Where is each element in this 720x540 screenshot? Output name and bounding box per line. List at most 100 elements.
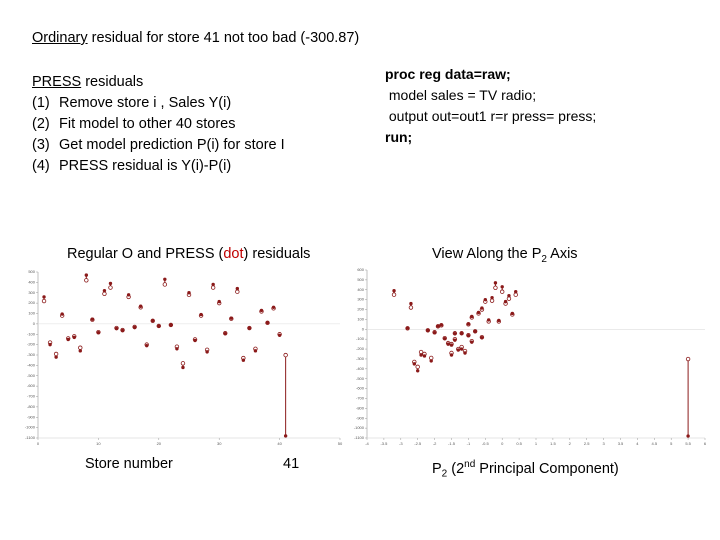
press-residual — [459, 331, 464, 336]
press-residual — [446, 342, 450, 346]
y-tick-label: -400 — [27, 362, 36, 367]
caption-part: Axis — [546, 246, 578, 262]
label-part: P — [432, 460, 442, 477]
ordinary-residual — [84, 278, 89, 283]
y-tick-label: -500 — [27, 373, 36, 378]
ordinary-residual — [102, 291, 107, 296]
y-tick-label: 200 — [28, 300, 35, 305]
x-tick-label: 2 — [569, 441, 572, 446]
x-tick-label: -1 — [467, 441, 471, 446]
caption-part: ) residuals — [243, 246, 311, 262]
x-tick-label: 2.5 — [584, 441, 590, 446]
press-residual — [90, 317, 95, 321]
heading-part: residuals — [81, 74, 144, 90]
title-part: Ordinary — [32, 30, 88, 46]
press-residual — [432, 331, 437, 335]
press-residual — [283, 434, 288, 438]
press-residual — [497, 318, 501, 323]
press-residual — [436, 324, 440, 328]
press-residual — [84, 273, 89, 277]
y-tick-label: -1000 — [354, 425, 365, 430]
label-part: nd — [464, 459, 476, 470]
press-residual — [503, 299, 508, 304]
y-tick-label: -900 — [27, 414, 36, 419]
label-part: (2 — [447, 460, 465, 477]
y-tick-label: 200 — [357, 307, 364, 312]
press-residual — [483, 297, 487, 302]
press-residual — [466, 322, 471, 326]
y-tick-label: -1100 — [25, 435, 36, 440]
press-residual — [114, 326, 119, 331]
code-line: output out=out1 r=r press= press; — [385, 108, 597, 124]
x-tick-label: -4 — [365, 441, 369, 446]
y-tick-label: -1000 — [25, 425, 36, 430]
x-tick-label: -3.5 — [380, 441, 388, 446]
y-tick-label: -500 — [356, 376, 365, 381]
press-heading: PRESS residuals — [32, 72, 143, 93]
press-residual — [443, 336, 447, 341]
press-residual — [466, 334, 471, 338]
press-residual — [259, 308, 264, 313]
ordinary-residual — [429, 355, 434, 361]
step-text: Get model prediction P(i) for store I — [59, 137, 285, 153]
step-number: (2) — [32, 116, 50, 132]
ordinary-residual — [235, 289, 240, 294]
x-tick-label: 0 — [501, 441, 504, 446]
x-tick-label: 6 — [704, 441, 707, 446]
x-tick-label: 5 — [670, 441, 673, 446]
caption-part: 2 — [541, 253, 547, 265]
press-residual — [132, 325, 137, 330]
ordinary-residual — [53, 351, 59, 357]
y-tick-label: -100 — [27, 331, 36, 336]
y-tick-label: 100 — [28, 311, 35, 316]
ordinary-residual — [685, 356, 691, 362]
press-residual — [429, 359, 433, 363]
press-residual — [96, 330, 101, 335]
y-tick-label: -700 — [27, 394, 36, 399]
y-tick-label: 400 — [28, 279, 35, 284]
press-residual — [72, 335, 76, 340]
ordinary-residual — [41, 298, 47, 304]
press-residual — [120, 328, 125, 333]
y-tick-label: 0 — [362, 326, 365, 331]
ordinary-residual — [108, 285, 113, 290]
ordinary-residual — [283, 352, 288, 358]
ordinary-residual — [493, 285, 498, 290]
y-tick-label: 400 — [357, 287, 364, 292]
right-caption: View Along the P2 Axis — [432, 244, 578, 270]
annotation: 41 — [283, 456, 300, 472]
x-tick-label: 5.5 — [685, 441, 691, 446]
press-residual — [78, 349, 82, 353]
x-tick-label: 3.5 — [618, 441, 624, 446]
press-residual — [163, 277, 167, 281]
press-residual — [138, 304, 143, 308]
label-part: 2 — [441, 468, 448, 480]
press-residual — [473, 329, 477, 334]
y-tick-label: -1100 — [354, 435, 365, 440]
step-text: Remove store i , Sales Y(i) — [59, 95, 232, 111]
ordinary-residual — [415, 364, 420, 370]
y-tick-label: 100 — [357, 316, 364, 321]
press-residual — [108, 281, 113, 286]
ordinary-residual — [499, 289, 505, 294]
y-tick-label: 300 — [357, 297, 364, 302]
step-number: (1) — [32, 95, 50, 111]
x-tick-label: 3 — [602, 441, 605, 446]
press-residual — [449, 343, 454, 347]
x-tick-label: 4.5 — [652, 441, 658, 446]
press-residual — [54, 355, 58, 359]
press-residual — [476, 310, 481, 315]
ordinary-residual — [506, 296, 512, 301]
caption-part: dot — [223, 246, 244, 262]
ordinary-residual — [408, 305, 414, 310]
press-residual — [422, 354, 427, 358]
slide-title: Ordinary residual for store 41 not too b… — [32, 28, 359, 49]
press-residual — [507, 293, 511, 298]
x-tick-label: -1.5 — [448, 441, 456, 446]
press-residual — [102, 288, 107, 293]
step-text: Fit model to other 40 stores — [59, 116, 236, 132]
press-residual — [66, 337, 70, 342]
press-residual — [187, 291, 191, 295]
caption-part: View Along the P — [432, 246, 542, 262]
press-residual — [480, 335, 484, 340]
